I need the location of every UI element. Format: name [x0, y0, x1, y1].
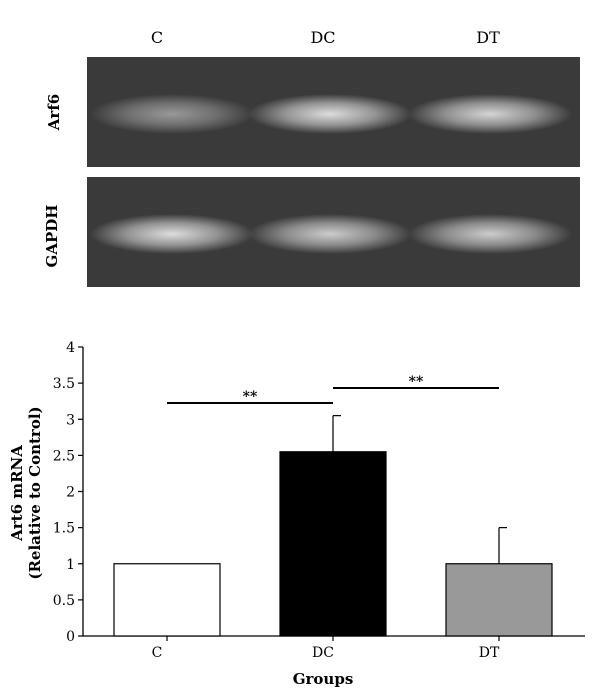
gel-band-c: [90, 94, 254, 134]
x-tick-label-dt: DT: [479, 645, 500, 661]
y-tick-label: 1: [66, 557, 75, 573]
x-tick-label-dc: DC: [312, 645, 334, 661]
y-tick-label: 3.5: [53, 376, 75, 392]
significance-marker: **: [409, 374, 424, 390]
gel-band-dc: [248, 214, 412, 254]
lane-label-c: C: [150, 28, 164, 47]
x-tick-label-c: C: [152, 645, 163, 661]
bar-dt: [445, 563, 553, 637]
gel-label-gapdh: GAPDH: [43, 204, 61, 268]
y-tick-label: 2: [66, 485, 75, 501]
gel-panel-gapdh: [87, 177, 580, 287]
y-tick-label: 0.5: [53, 593, 75, 609]
significance-marker: **: [243, 389, 258, 405]
y-axis-title-line: Art6 mRNA: [8, 445, 26, 542]
gel-label-arf6: Arf6: [45, 93, 63, 131]
y-tick-label: 0: [66, 629, 75, 645]
gel-band-dc: [248, 94, 412, 134]
x-axis-title: Groups: [293, 670, 354, 688]
y-axis-title-line: (Relative to Control): [26, 406, 44, 579]
y-tick-label: 1.5: [53, 521, 75, 537]
gel-panel-arf6: [87, 57, 580, 167]
lane-label-dc: DC: [310, 28, 336, 47]
y-tick-label: 2.5: [53, 448, 75, 464]
gel-band-dt: [408, 94, 572, 134]
bar-dc: [279, 451, 387, 637]
y-tick-label: 4: [66, 340, 75, 356]
y-tick-label: 3: [66, 412, 75, 428]
bar-c: [113, 563, 221, 637]
gel-band-c: [90, 214, 254, 254]
gel-band-dt: [408, 214, 572, 254]
bar-chart: 0 0.5 1 1.5 2 2.5 3 3.5 4 C DC DT ** ** Groups Art6 mRN…: [8, 340, 585, 688]
lane-label-dt: DT: [476, 28, 500, 47]
y-axis-title: Art6 mRNA(Relative to Control): [8, 406, 44, 579]
